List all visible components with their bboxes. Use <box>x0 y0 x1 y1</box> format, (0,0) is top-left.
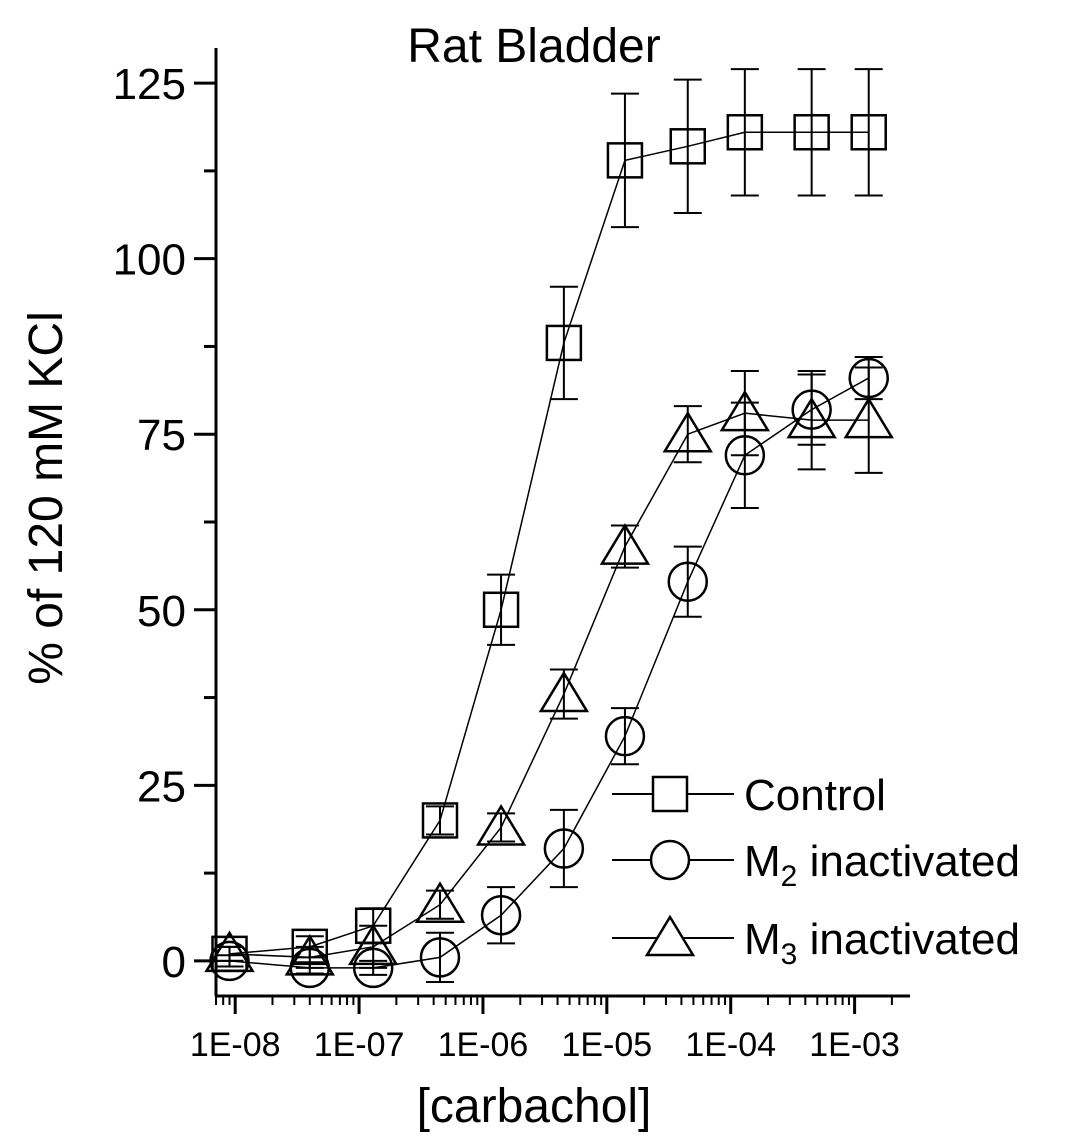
series-line <box>229 131 869 955</box>
y-tick-label: 0 <box>162 938 186 987</box>
error-bar <box>797 68 826 197</box>
data-point <box>419 937 461 978</box>
error-bar <box>610 524 639 569</box>
error-bar <box>854 366 883 474</box>
data-point <box>793 114 830 151</box>
chart-title: Rat Bladder <box>407 20 660 73</box>
data-point <box>599 523 651 565</box>
error-bar <box>730 370 759 457</box>
error-bar <box>673 545 702 618</box>
y-tick-label: 25 <box>137 762 186 811</box>
data-point <box>284 933 335 976</box>
data-point <box>545 324 583 362</box>
data-point <box>347 923 399 966</box>
legend-marker <box>644 914 696 957</box>
data-point <box>850 114 887 151</box>
x-tick-label: 1E-05 <box>561 1026 652 1064</box>
error-bar <box>549 808 578 889</box>
error-bar <box>610 92 639 229</box>
x-tick-label: 1E-07 <box>314 1026 405 1064</box>
x-tick-label: 1E-04 <box>685 1026 776 1064</box>
data-point <box>538 670 590 713</box>
data-point <box>667 561 709 602</box>
legend-marker <box>651 775 689 813</box>
data-point <box>209 940 250 982</box>
legend-label: M2 inactivated <box>744 837 1020 893</box>
error-bar <box>673 78 702 215</box>
data-point <box>662 410 713 453</box>
data-point <box>604 715 646 757</box>
data-point <box>204 930 255 973</box>
legend-marker <box>649 839 691 881</box>
y-tick-label: 100 <box>113 236 186 285</box>
error-bar <box>487 573 516 646</box>
data-point <box>482 591 520 629</box>
legend-label: M3 inactivated <box>744 915 1020 971</box>
data-point <box>786 396 837 439</box>
error-bar <box>425 889 454 920</box>
data-point <box>719 389 771 432</box>
legend: Control M2 inactivated M3 inactivated <box>612 771 1020 971</box>
data-point <box>543 828 585 869</box>
error-bar <box>797 370 826 471</box>
data-point <box>669 128 707 165</box>
y-tick-label: 50 <box>137 587 186 636</box>
legend-label: Control <box>744 771 886 820</box>
data-point <box>421 802 459 839</box>
data-point <box>606 142 644 179</box>
y-tick-label: 125 <box>113 60 186 109</box>
error-bar <box>425 931 454 983</box>
error-bar <box>854 68 883 197</box>
legend-item: M3 inactivated <box>612 914 1020 971</box>
x-tick-label: 1E-08 <box>190 1026 281 1064</box>
x-tick-label: 1E-03 <box>809 1026 900 1064</box>
error-bar <box>730 68 759 197</box>
axes: 0 25 50 75 100 125 1E-08 1E-07 1E-06 1E-05 1E-04 1E… <box>113 48 910 1064</box>
error-bar <box>425 805 454 836</box>
data-point <box>480 894 522 936</box>
x-axis-label: [carbachol] <box>417 1080 652 1133</box>
error-bar <box>549 285 578 401</box>
legend-item: M2 inactivated <box>612 837 1020 893</box>
x-tick-label: 1E-06 <box>438 1026 529 1064</box>
error-bar <box>487 812 516 843</box>
data-point <box>475 804 527 846</box>
series-triangle <box>204 366 894 976</box>
error-bar <box>295 945 324 969</box>
series-layer <box>204 68 894 989</box>
series-square <box>211 68 887 973</box>
data-point <box>726 114 764 151</box>
data-point <box>843 396 894 439</box>
y-tick-label: 75 <box>137 411 186 460</box>
y-axis-label: % of 120 mM KCl <box>20 311 73 684</box>
legend-item: Control <box>612 771 886 820</box>
data-point <box>414 881 466 923</box>
